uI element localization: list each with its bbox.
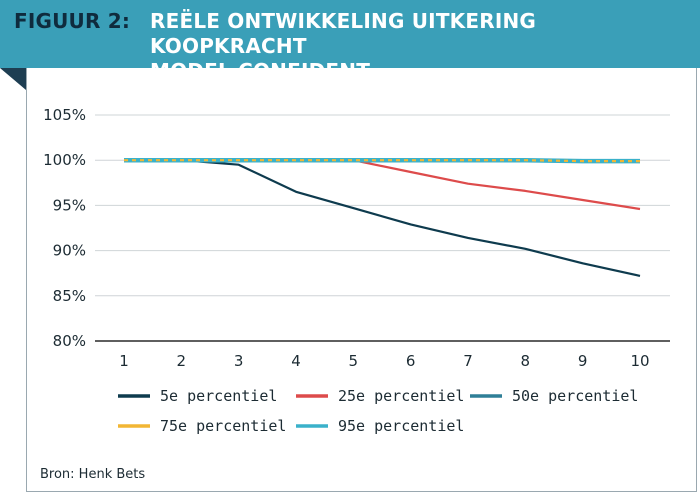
legend: 5e percentiel 25e percentiel 50e percentie… [118,387,638,435]
source-note: Bron: Henk Bets [40,467,146,482]
y-tick-label: 105% [43,106,86,124]
series-line-25e-percentiel [124,159,641,211]
legend-label-50e-percentiel: 50e percentiel [512,387,638,405]
legend-label-5e-percentiel: 5e percentiel [160,387,277,405]
series-line-75e-percentiel [124,159,640,163]
y-tick-label: 80% [53,332,86,350]
x-tick-label: 5 [349,352,359,370]
x-tick-label: 3 [234,352,244,370]
header-fold-decoration [0,68,26,90]
y-axis-ticks: 80% 85% 90% 95% 100% 105% [43,106,86,350]
grid-layer [95,114,670,342]
series-layer [124,157,641,277]
x-tick-label: 2 [177,352,187,370]
figure-label: FIGUUR 2: [14,9,131,33]
figure-title-line-1: REËLE ONTWIKKELING UITKERING KOOPKRACHT [150,9,537,58]
y-tick-label: 90% [53,242,86,260]
x-tick-label: 4 [291,352,301,370]
x-tick-label: 9 [578,352,588,370]
x-axis-ticks: 1 2 3 4 5 6 7 8 9 10 [119,352,649,370]
legend-label-75e-percentiel: 75e percentiel [160,417,286,435]
y-tick-label: 95% [53,196,86,214]
y-tick-label: 85% [53,287,86,305]
x-tick-label: 6 [406,352,416,370]
legend-label-95e-percentiel: 95e percentiel [338,417,464,435]
x-tick-label: 10 [630,352,649,370]
header-banner [0,0,700,68]
y-tick-label: 100% [43,151,86,169]
chart-panel [26,68,697,492]
x-tick-label: 7 [463,352,473,370]
legend-label-25e-percentiel: 25e percentiel [338,387,464,405]
series-line-5e-percentiel [124,159,641,277]
x-tick-label: 8 [521,352,531,370]
x-tick-label: 1 [119,352,129,370]
